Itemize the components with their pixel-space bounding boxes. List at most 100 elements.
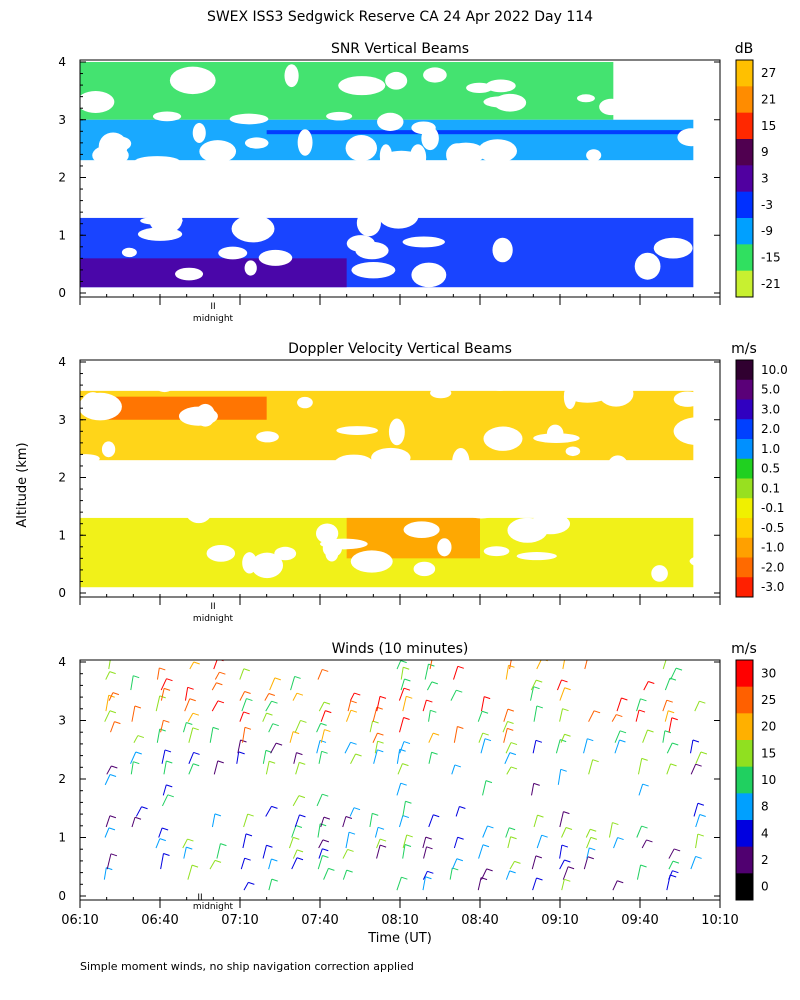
wind-barb bbox=[239, 691, 246, 701]
x-tick-label: 08:10 bbox=[381, 913, 418, 928]
wind-barb-flag bbox=[214, 813, 222, 817]
colorbar-swatch bbox=[736, 60, 753, 87]
wind-barb-flag bbox=[109, 815, 117, 819]
wind-barb bbox=[374, 741, 379, 754]
wind-barb bbox=[611, 714, 617, 722]
wind-barb bbox=[532, 877, 537, 891]
wind-barb bbox=[110, 721, 115, 733]
heatmap-gap bbox=[152, 111, 182, 122]
heatmap-gap bbox=[492, 237, 513, 263]
y-tick-label: 0 bbox=[58, 286, 66, 300]
doppler-midnight-label: midnight bbox=[193, 614, 234, 624]
snr-fill-layer bbox=[80, 62, 708, 288]
wind-barb bbox=[214, 671, 220, 680]
wind-barb bbox=[583, 738, 588, 754]
wind-barb bbox=[294, 814, 300, 828]
wind-barb bbox=[636, 864, 642, 880]
wind-barb bbox=[668, 870, 673, 880]
wind-barb bbox=[396, 749, 401, 764]
wind-barb-flag bbox=[697, 833, 704, 837]
heatmap-gap bbox=[192, 122, 206, 143]
wind-barb-flag bbox=[214, 859, 222, 863]
heatmap-gap bbox=[248, 180, 266, 203]
wind-barb-flag bbox=[266, 712, 273, 716]
wind-barb bbox=[608, 822, 613, 838]
wind-barb bbox=[265, 761, 270, 775]
wind-barb-flag bbox=[699, 813, 706, 817]
wind-barb-flag bbox=[485, 780, 493, 784]
wind-barb-flag bbox=[322, 793, 329, 797]
y-tick-label: 4 bbox=[58, 55, 66, 69]
heatmap-gap bbox=[149, 206, 183, 234]
wind-barb-flag bbox=[379, 844, 387, 848]
wind-barb-flag bbox=[559, 739, 567, 743]
y-tick-label: 1 bbox=[58, 228, 66, 242]
wind-barb bbox=[662, 730, 666, 743]
heatmap-gap bbox=[194, 363, 220, 387]
wind-barb bbox=[422, 871, 428, 880]
wind-barb-flag bbox=[238, 751, 245, 755]
heatmap-gap bbox=[101, 441, 116, 458]
wind-barb bbox=[396, 783, 402, 796]
wind-barb bbox=[477, 711, 483, 722]
colorbar-swatch bbox=[736, 518, 753, 539]
heatmap-gap bbox=[359, 489, 381, 511]
wind-barb bbox=[585, 829, 591, 838]
heatmap-gap bbox=[452, 448, 470, 475]
wind-barb bbox=[292, 795, 300, 807]
wind-barb-flag bbox=[664, 730, 672, 734]
wind-barb-flag bbox=[481, 710, 489, 714]
wind-barb bbox=[695, 814, 701, 828]
wind-barb-flag bbox=[670, 763, 677, 767]
heatmap-gap bbox=[345, 135, 378, 162]
wind-barb bbox=[262, 750, 267, 764]
heatmap-gap bbox=[297, 129, 313, 156]
heatmap-gap bbox=[351, 262, 396, 279]
colorbar-swatch bbox=[736, 740, 753, 768]
wind-barb bbox=[451, 764, 456, 775]
wind-barb-flag bbox=[299, 761, 306, 765]
wind-barb bbox=[422, 699, 427, 712]
heatmap-gap bbox=[229, 113, 269, 125]
wind-barb bbox=[455, 806, 460, 817]
heatmap-gap bbox=[134, 156, 181, 168]
heatmap-gap bbox=[158, 486, 183, 515]
wind-barb-flag bbox=[271, 878, 278, 882]
wind-barb bbox=[480, 696, 485, 712]
wind-barb-flag bbox=[562, 708, 569, 712]
winds-barb-layer bbox=[103, 660, 708, 891]
heatmap-gap bbox=[349, 179, 395, 190]
wind-barb bbox=[268, 878, 273, 891]
wind-barb-flag bbox=[109, 710, 117, 714]
wind-barb bbox=[291, 857, 298, 870]
heatmap-gap bbox=[336, 365, 350, 378]
wind-barb bbox=[184, 698, 191, 712]
wind-barb bbox=[402, 696, 407, 712]
heatmap-gap bbox=[411, 262, 447, 288]
colorbar-frame bbox=[735, 59, 754, 298]
wind-barb bbox=[156, 728, 161, 743]
wind-barb-flag bbox=[564, 687, 571, 691]
wind-barb bbox=[130, 675, 134, 691]
wind-barb bbox=[690, 856, 697, 870]
colorbar-tick-label: 30 bbox=[761, 666, 776, 680]
heatmap-gap bbox=[411, 121, 436, 135]
wind-barb-flag bbox=[324, 729, 331, 733]
heatmap-gap bbox=[360, 360, 406, 381]
wind-barb-flag bbox=[564, 859, 571, 863]
wind-barb bbox=[670, 667, 677, 680]
wind-barb-flag bbox=[565, 827, 573, 830]
wind-barb bbox=[664, 677, 671, 691]
doppler-midnight-marker: II bbox=[210, 602, 215, 612]
wind-barb bbox=[556, 679, 562, 691]
heatmap-gap bbox=[564, 383, 611, 403]
wind-barb bbox=[559, 708, 564, 722]
wind-barb bbox=[662, 700, 668, 712]
wind-barb-flag bbox=[294, 675, 301, 679]
wind-barb bbox=[397, 763, 403, 775]
wind-barb bbox=[317, 855, 323, 870]
colorbar-tick-label: 9 bbox=[761, 145, 769, 159]
wind-barb bbox=[317, 669, 323, 680]
wind-barb bbox=[643, 681, 649, 691]
wind-barb bbox=[555, 739, 561, 754]
